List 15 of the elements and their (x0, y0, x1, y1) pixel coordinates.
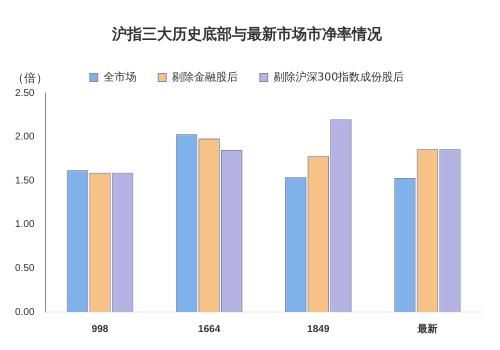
y-tick-label: 0.50 (14, 262, 35, 274)
y-tick-label: 2.00 (14, 132, 35, 143)
x-tick-label: 998 (92, 324, 109, 335)
legend-label: 剔除沪深300指数成份股后 (273, 70, 404, 84)
legend-label: 全市场 (103, 70, 136, 84)
y-tick-label: 2.50 (14, 88, 35, 99)
y-axis-title: （倍） (12, 71, 48, 86)
x-tick-label: 最新 (416, 322, 438, 335)
y-tick-label: 0.00 (14, 306, 35, 318)
legend-label: 剔除金融股后 (172, 70, 238, 84)
y-tick-label: 1.50 (14, 175, 35, 186)
x-tick-label: 1664 (198, 324, 221, 335)
y-tick-label: 1.00 (14, 219, 35, 230)
x-tick-label: 1849 (307, 324, 330, 335)
chart-title: 沪指三大历史底部与最新市场市净率情况 (111, 24, 383, 43)
